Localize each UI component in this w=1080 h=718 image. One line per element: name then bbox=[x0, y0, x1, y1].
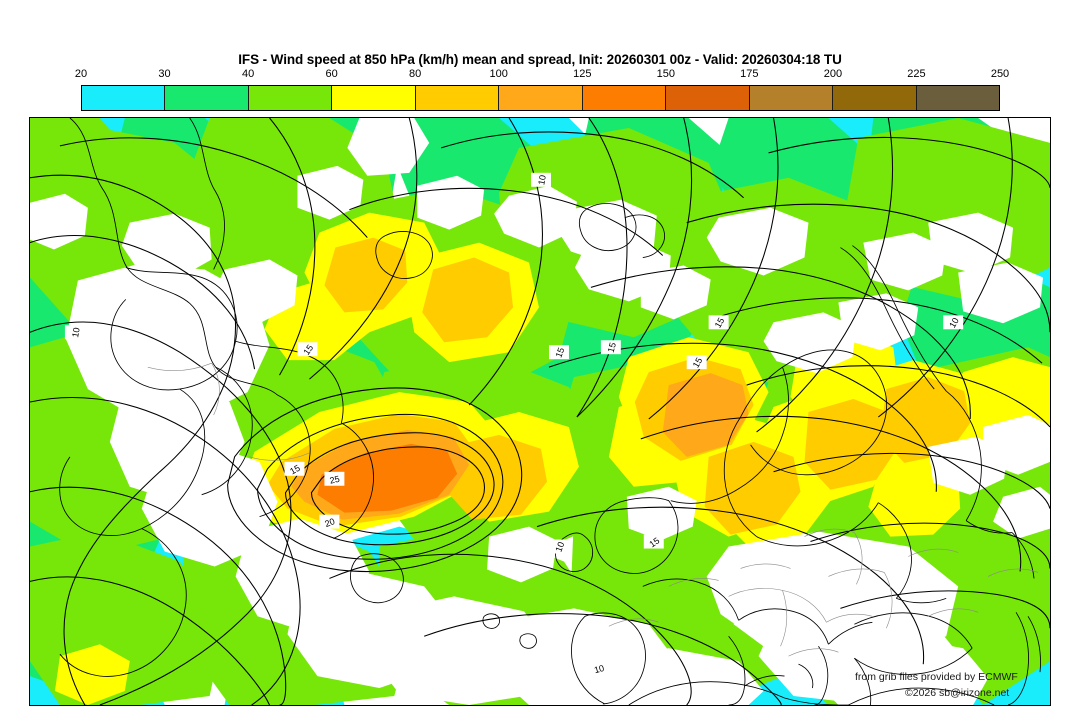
svg-text:20: 20 bbox=[323, 516, 336, 529]
colorbar-tick-200: 200 bbox=[823, 68, 843, 80]
svg-text:15: 15 bbox=[553, 346, 566, 359]
svg-text:15: 15 bbox=[713, 316, 727, 330]
colorbar-segment-30-40 bbox=[165, 86, 249, 110]
svg-text:10: 10 bbox=[947, 316, 961, 330]
colorbar-segment-100-125 bbox=[499, 86, 583, 110]
map-canvas: 20 15 15 15 bbox=[30, 118, 1050, 705]
colorbar-tick-labels: 20 30 40 60 80 100 125 150 175 200 225 250 bbox=[75, 68, 1009, 82]
svg-text:15: 15 bbox=[606, 341, 618, 353]
page-title: IFS - Wind speed at 850 hPa (km/h) mean … bbox=[238, 52, 842, 67]
svg-text:15: 15 bbox=[691, 356, 705, 370]
spread-contour-lines bbox=[30, 118, 1050, 705]
svg-text:25: 25 bbox=[329, 474, 341, 486]
colorbar-tick-30: 30 bbox=[158, 68, 171, 80]
coastline-layer bbox=[59, 118, 1041, 705]
map-panel[interactable]: 20 15 15 15 bbox=[29, 117, 1051, 706]
colorbar-segment-40-60 bbox=[248, 86, 333, 110]
colorbar-tick-250: 250 bbox=[990, 68, 1010, 80]
colorbar-tick-125: 125 bbox=[573, 68, 592, 80]
colorbar-tick-100: 100 bbox=[489, 68, 508, 80]
colorbar-segment-20-30 bbox=[82, 86, 166, 110]
colorbar-segment-200-225 bbox=[833, 86, 917, 110]
colorbar-tick-40: 40 bbox=[241, 68, 255, 80]
colorbar-segment-60-80 bbox=[332, 86, 416, 110]
colorbar-segment-80-100 bbox=[415, 86, 500, 110]
colorbar-tick-80: 80 bbox=[409, 68, 422, 80]
colorbar-tick-60: 60 bbox=[325, 68, 338, 80]
colorbar-segment-150-175 bbox=[666, 86, 750, 110]
svg-text:10: 10 bbox=[593, 663, 605, 675]
colorbar-tick-175: 175 bbox=[740, 68, 759, 80]
colorbar-strip bbox=[81, 85, 1000, 111]
colorbar-tick-225: 225 bbox=[907, 68, 926, 80]
colorbar-tick-20: 20 bbox=[74, 68, 88, 80]
svg-text:15: 15 bbox=[647, 535, 661, 549]
svg-text:15: 15 bbox=[288, 463, 302, 477]
colorbar-segment-225-250 bbox=[916, 86, 999, 110]
colorbar-tick-150: 150 bbox=[656, 68, 675, 80]
admin-border-layer bbox=[147, 362, 1039, 657]
svg-text:15: 15 bbox=[301, 343, 315, 357]
svg-text:10: 10 bbox=[536, 174, 548, 186]
contour-labels: 20 15 15 15 bbox=[64, 172, 964, 675]
colorbar-legend: 20 30 40 60 80 100 125 150 175 200 225 250 bbox=[75, 68, 1009, 111]
colorbar-segment-175-200 bbox=[749, 86, 834, 110]
colorbar-segment-125-150 bbox=[582, 86, 667, 110]
svg-text:10: 10 bbox=[70, 327, 82, 339]
svg-text:10: 10 bbox=[553, 540, 566, 553]
below-scale-areas bbox=[30, 118, 1050, 705]
